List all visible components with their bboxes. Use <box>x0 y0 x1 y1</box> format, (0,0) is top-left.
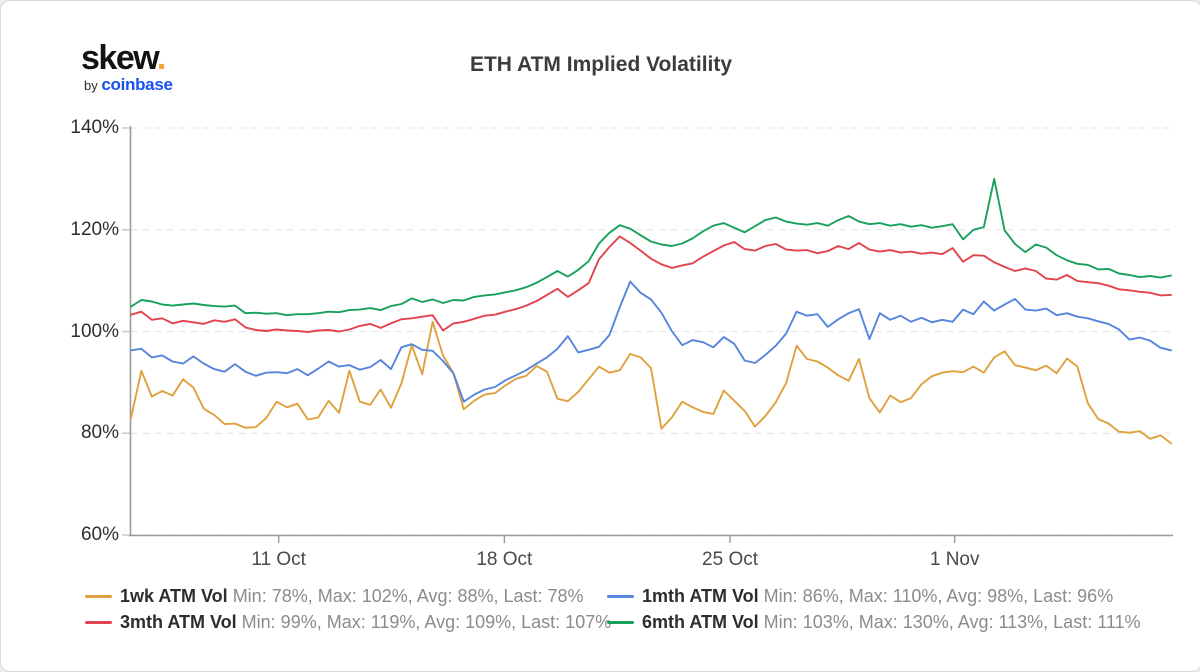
legend-series-stats: Min: 99%, Max: 119%, Avg: 109%, Last: 10… <box>241 612 612 632</box>
coinbase-wordmark: coinbase <box>101 75 173 94</box>
legend-line-swatch <box>607 620 634 624</box>
legend-item-6mth[interactable]: 6mth ATM Vol Min: 103%, Max: 130%, Avg: 1… <box>607 610 1141 634</box>
x-tick-label: 11 Oct <box>251 549 306 570</box>
x-tick-label: 1 Nov <box>929 549 980 570</box>
legend-series-name: 1mth ATM Vol <box>642 586 759 606</box>
series-line-3mth[interactable] <box>130 235 1172 333</box>
byline: by coinbase <box>84 75 241 95</box>
legend-line-swatch <box>85 594 112 598</box>
legend-series-stats: Min: 78%, Max: 102%, Avg: 88%, Last: 78% <box>232 586 584 606</box>
legend-series-stats: Min: 86%, Max: 110%, Avg: 98%, Last: 96% <box>763 586 1114 606</box>
legend-item-3mth[interactable]: 3mth ATM Vol Min: 99%, Max: 119%, Avg: 10… <box>85 610 611 634</box>
legend-line-swatch <box>607 594 634 598</box>
legend-item-1wk[interactable]: 1wk ATM Vol Min: 78%, Max: 102%, Avg: 88%… <box>85 584 584 608</box>
legend-item-1mth[interactable]: 1mth ATM Vol Min: 86%, Max: 110%, Avg: 98… <box>607 584 1113 608</box>
y-tick-label: 100% <box>70 320 119 342</box>
y-tick-label: 140% <box>70 117 119 138</box>
x-tick-label: 25 Oct <box>702 549 759 570</box>
skew-logo: skew. by coinbase <box>81 41 241 95</box>
brand-text: skew <box>81 39 158 77</box>
y-tick-label: 80% <box>80 422 119 444</box>
legend-series-name: 6mth ATM Vol <box>642 612 759 632</box>
y-tick-label: 60% <box>80 524 119 545</box>
chart-title: ETH ATM Implied Volatility <box>469 53 733 76</box>
legend-series-stats: Min: 103%, Max: 130%, Avg: 113%, Last: 1… <box>763 612 1141 632</box>
brand-dot: . <box>156 39 166 77</box>
series-line-6mth[interactable] <box>130 177 1172 317</box>
x-tick-label: 18 Oct <box>476 549 533 570</box>
byline-prefix: by <box>84 78 102 93</box>
legend-series-name: 1wk ATM Vol <box>120 586 228 606</box>
y-tick-label: 120% <box>70 218 119 240</box>
series-line-1wk[interactable] <box>130 320 1172 445</box>
legend-series-name: 3mth ATM Vol <box>120 612 237 632</box>
series-line-1mth[interactable] <box>130 280 1172 403</box>
skew-wordmark: skew. <box>81 41 241 75</box>
legend-line-swatch <box>85 620 112 624</box>
